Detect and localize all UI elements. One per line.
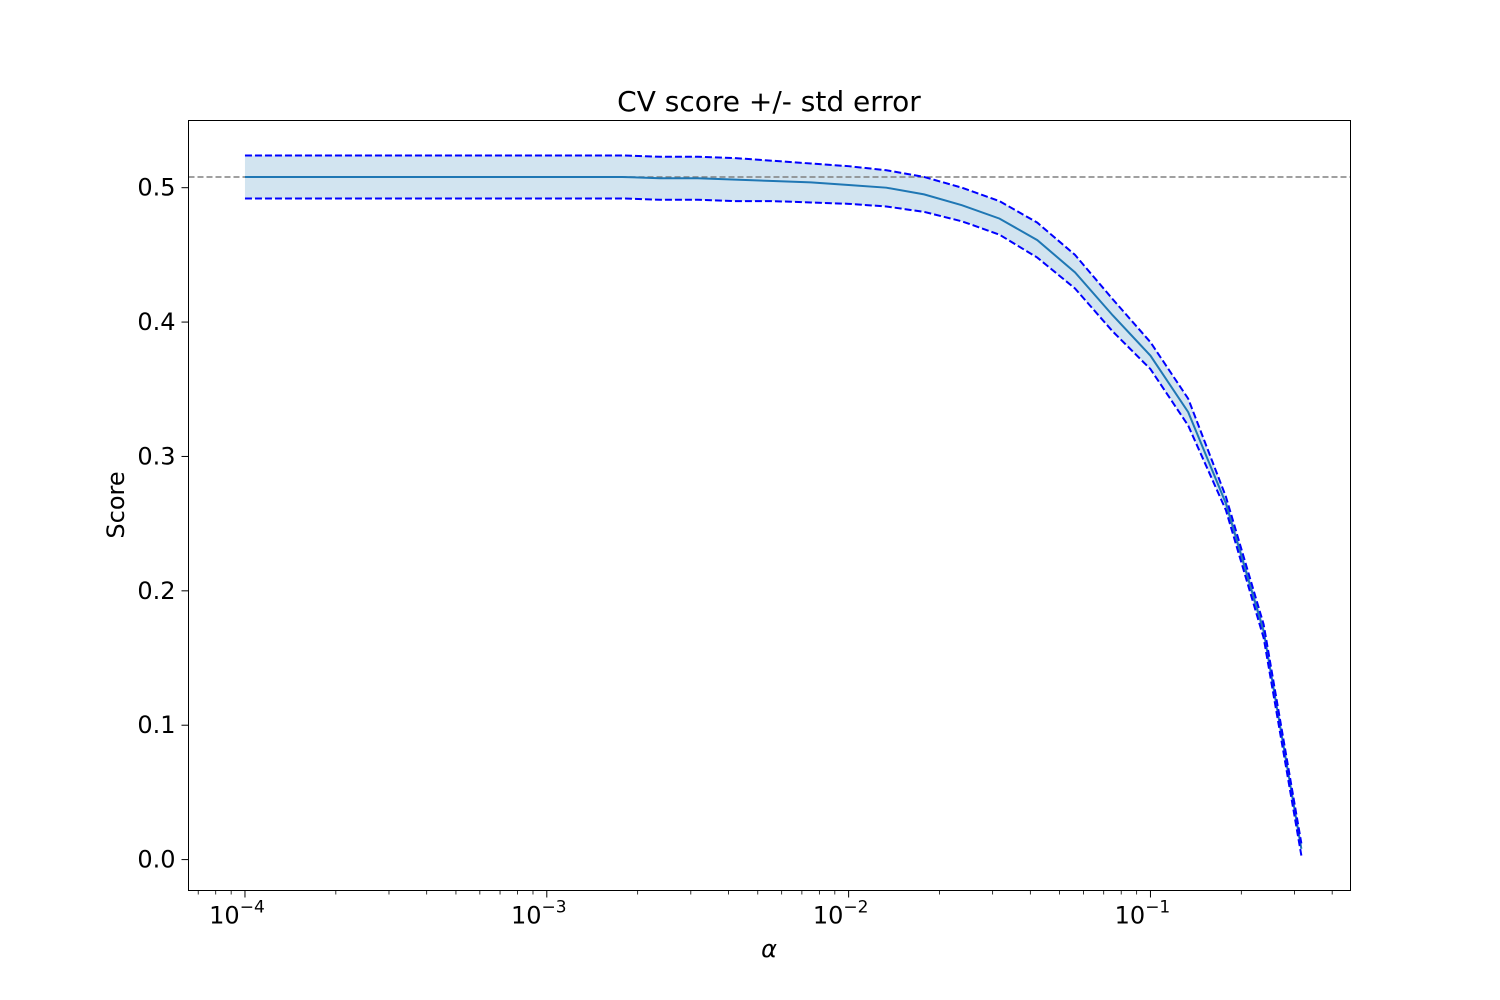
- y-tick-label: 0.1: [137, 711, 175, 739]
- std-error-band: [244, 155, 1302, 856]
- y-tick-label: 0.2: [137, 577, 175, 605]
- y-axis-label: Score: [102, 471, 130, 538]
- y-tick-label: 0.4: [137, 308, 175, 336]
- chart-title: CV score +/- std error: [617, 85, 921, 118]
- plot-content: [188, 154, 1351, 856]
- series-line-mean: [244, 175, 1303, 850]
- x-tick-label: 10−2: [813, 898, 869, 930]
- plot-area: 0.0 0.1 0.2 0.3 0.4 0.5 10−4 10−3 10−2 10−1: [137, 154, 1351, 930]
- series-line-upper: [244, 154, 1303, 844]
- x-tick-label: 10−1: [1115, 898, 1171, 930]
- x-tick-label: 10−3: [511, 898, 567, 930]
- y-tick-label: 0.5: [137, 174, 175, 202]
- plot-frame: [188, 120, 1351, 891]
- x-tick-label: 10−4: [209, 898, 265, 930]
- series-line-lower: [244, 197, 1303, 856]
- y-tick-label: 0.3: [137, 442, 175, 470]
- x-axis-label: α: [761, 935, 777, 963]
- y-tick-label: 0.0: [137, 846, 175, 874]
